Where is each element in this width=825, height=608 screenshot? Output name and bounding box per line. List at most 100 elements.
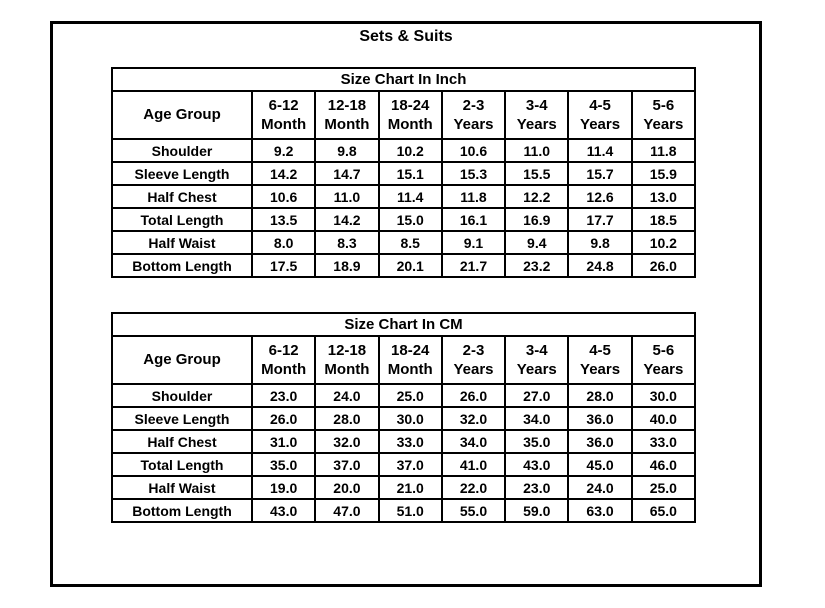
- cell-value: 55.0: [440, 498, 507, 523]
- column-header-line: Month: [261, 361, 307, 378]
- cell-value: 10.6: [440, 138, 507, 163]
- column-header-line: 2-3: [462, 96, 485, 114]
- column-header-line: Month: [387, 361, 433, 378]
- cell-value: 31.0: [250, 429, 317, 454]
- table-row: Bottom Length 17.5 18.9 20.1 21.7 23.2 24.8 26.…: [111, 253, 697, 278]
- cell-value: 65.0: [630, 498, 697, 523]
- table-row: Half Waist 8.0 8.3 8.5 9.1 9.4 9.8 10.2: [111, 230, 697, 255]
- size-chart-table-inch: Size Chart In Inch Age Group 6-12 Month 12-1…: [111, 67, 697, 278]
- column-header-line: Years: [580, 361, 621, 378]
- cell-value: 25.0: [377, 383, 443, 408]
- cell-value: 14.2: [250, 161, 317, 186]
- cell-value: 15.3: [440, 161, 507, 186]
- column-header: 3-4 Years: [504, 90, 570, 140]
- table-row: Sleeve Length 14.2 14.7 15.1 15.3 15.5 15.7 15.…: [111, 161, 697, 186]
- table-row: Total Length 35.0 37.0 37.0 41.0 43.0 45.0 46.0: [111, 452, 697, 477]
- cell-value: 35.0: [250, 452, 317, 477]
- cell-value: 16.9: [504, 207, 570, 232]
- cell-value: 23.0: [250, 383, 317, 408]
- cell-value: 37.0: [314, 452, 380, 477]
- column-header-line: 5-6: [652, 96, 675, 114]
- cell-value: 63.0: [567, 498, 633, 523]
- column-header-line: 4-5: [589, 341, 611, 359]
- column-header-line: Month: [261, 116, 307, 133]
- row-label: Half Chest: [111, 184, 253, 209]
- cell-value: 20.1: [377, 253, 443, 278]
- table-title-row: Size Chart In Inch: [111, 67, 696, 92]
- row-label: Half Chest: [111, 429, 253, 454]
- column-header-line: Month: [324, 116, 370, 133]
- cell-value: 36.0: [567, 429, 633, 454]
- column-header: 6-12 Month: [250, 90, 317, 140]
- cell-value: 11.0: [314, 184, 380, 209]
- cell-value: 21.0: [377, 475, 443, 500]
- age-group-header: Age Group: [111, 90, 253, 140]
- row-label: Half Waist: [111, 475, 253, 500]
- table-row: Half Chest 31.0 32.0 33.0 34.0 35.0 36.0 33.0: [111, 429, 697, 454]
- cell-value: 9.8: [567, 230, 633, 255]
- cell-value: 14.7: [314, 161, 380, 186]
- cell-value: 26.0: [440, 383, 507, 408]
- age-group-header: Age Group: [111, 335, 253, 385]
- cell-value: 21.7: [440, 253, 507, 278]
- cell-value: 18.9: [314, 253, 380, 278]
- column-header: 12-18 Month: [314, 335, 380, 385]
- cell-value: 11.4: [377, 184, 443, 209]
- cell-value: 12.6: [567, 184, 633, 209]
- cell-value: 28.0: [567, 383, 633, 408]
- cell-value: 41.0: [440, 452, 507, 477]
- cell-value: 11.8: [440, 184, 507, 209]
- cell-value: 25.0: [630, 475, 697, 500]
- column-header-line: Month: [324, 361, 370, 378]
- column-header-line: Years: [516, 116, 557, 133]
- row-label: Bottom Length: [111, 498, 253, 523]
- cell-value: 33.0: [630, 429, 697, 454]
- column-header-line: 6-12: [268, 96, 299, 114]
- row-label: Sleeve Length: [111, 406, 253, 431]
- cell-value: 20.0: [314, 475, 380, 500]
- table-title-row: Size Chart In CM: [111, 312, 696, 337]
- cell-value: 32.0: [440, 406, 507, 431]
- column-header-row: Age Group 6-12 Month 12-18 Month 18-24 Month 2-…: [111, 335, 697, 385]
- row-label: Total Length: [111, 207, 253, 232]
- cell-value: 36.0: [567, 406, 633, 431]
- cell-value: 26.0: [250, 406, 317, 431]
- table-row: Sleeve Length 26.0 28.0 30.0 32.0 34.0 36.0 40.…: [111, 406, 697, 431]
- size-chart-table-cm: Size Chart In CM Age Group 6-12 Month 12-18 M…: [111, 312, 697, 523]
- cell-value: 30.0: [630, 383, 697, 408]
- column-header-line: 12-18: [327, 96, 367, 114]
- table-row: Bottom Length 43.0 47.0 51.0 55.0 59.0 63.0 65.…: [111, 498, 697, 523]
- cell-value: 23.0: [504, 475, 570, 500]
- column-header-line: Month: [387, 116, 433, 133]
- cell-value: 10.2: [630, 230, 697, 255]
- cell-value: 15.1: [377, 161, 443, 186]
- table-row: Half Chest 10.6 11.0 11.4 11.8 12.2 12.6 13.0: [111, 184, 697, 209]
- cell-value: 13.0: [630, 184, 697, 209]
- cell-value: 18.5: [630, 207, 697, 232]
- row-label: Shoulder: [111, 138, 253, 163]
- column-header: 5-6 Years: [630, 335, 697, 385]
- cell-value: 32.0: [314, 429, 380, 454]
- cell-value: 28.0: [314, 406, 380, 431]
- column-header-line: Years: [580, 116, 621, 133]
- cell-value: 17.5: [250, 253, 317, 278]
- cell-value: 51.0: [377, 498, 443, 523]
- cell-value: 9.2: [250, 138, 317, 163]
- column-header: 2-3 Years: [440, 335, 507, 385]
- column-header-row: Age Group 6-12 Month 12-18 Month 18-24 Month 2-…: [111, 90, 697, 140]
- cell-value: 43.0: [504, 452, 570, 477]
- column-header-line: 3-4: [525, 341, 548, 359]
- column-header-line: 4-5: [589, 96, 611, 114]
- cell-value: 33.0: [377, 429, 443, 454]
- cell-value: 17.7: [567, 207, 633, 232]
- column-header: 18-24 Month: [377, 335, 443, 385]
- cell-value: 24.8: [567, 253, 633, 278]
- cell-value: 13.5: [250, 207, 317, 232]
- column-header: 12-18 Month: [314, 90, 380, 140]
- column-header-line: 5-6: [652, 341, 675, 359]
- cell-value: 11.4: [567, 138, 633, 163]
- cell-value: 46.0: [630, 452, 697, 477]
- cell-value: 15.0: [377, 207, 443, 232]
- table-row: Shoulder 23.0 24.0 25.0 26.0 27.0 28.0 30.0: [111, 383, 697, 408]
- column-header: 18-24 Month: [377, 90, 443, 140]
